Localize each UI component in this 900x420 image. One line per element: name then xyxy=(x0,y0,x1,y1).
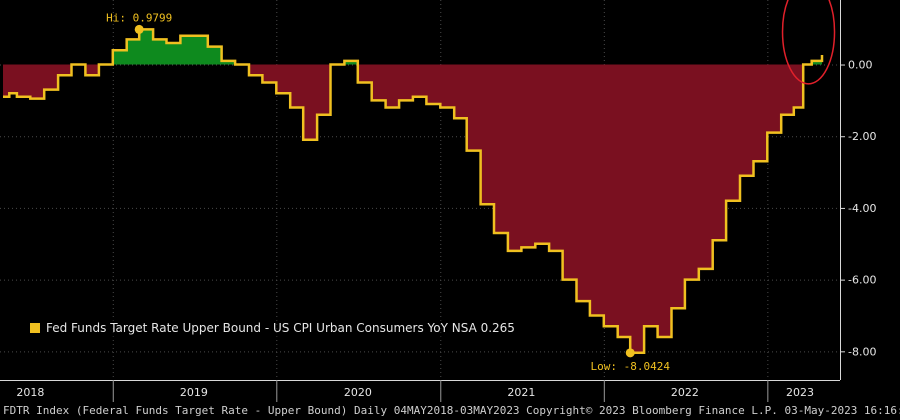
legend: Fed Funds Target Rate Upper Bound - US C… xyxy=(24,318,521,338)
series-lines xyxy=(3,28,824,355)
y-tick-label: -8.00 xyxy=(848,345,876,358)
low-marker xyxy=(625,348,635,358)
y-tick-label: -6.00 xyxy=(848,274,876,287)
y-tick-label: -2.00 xyxy=(848,130,876,143)
area-fills xyxy=(3,29,822,353)
high-marker xyxy=(134,24,144,34)
high-label: Hi: 0.9799 xyxy=(106,11,172,24)
x-tick-label: 2022 xyxy=(671,386,699,399)
axes xyxy=(0,0,841,402)
x-tick-label: 2020 xyxy=(344,386,372,399)
y-tick-label: -4.00 xyxy=(848,202,876,215)
footer-text: FDTR Index (Federal Funds Target Rate - … xyxy=(3,404,900,417)
highlight-ellipse xyxy=(781,0,836,85)
low-label: Low: -8.0424 xyxy=(591,360,671,373)
legend-swatch xyxy=(30,323,40,333)
x-tick-label: 2021 xyxy=(507,386,535,399)
footer: FDTR Index (Federal Funds Target Rate - … xyxy=(0,402,900,420)
y-axis-ticks: 0.00 -2.00 -4.00 -6.00 -8.00 xyxy=(840,59,876,358)
negative-area xyxy=(3,64,804,353)
x-tick-label: 2023 xyxy=(786,386,814,399)
series-line xyxy=(3,28,824,355)
x-axis-ticks: 2018 2019 2020 2021 2022 2023 xyxy=(16,386,814,399)
x-tick-label: 2019 xyxy=(180,386,208,399)
x-tick-label: 2018 xyxy=(16,386,44,399)
annotations: Hi: 0.9799 Low: -8.0424 xyxy=(106,0,836,373)
legend-label: Fed Funds Target Rate Upper Bound - US C… xyxy=(46,321,515,335)
y-tick-label: 0.00 xyxy=(848,59,873,72)
